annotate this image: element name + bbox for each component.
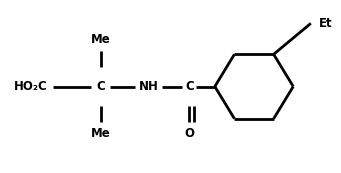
Text: Me: Me xyxy=(91,127,110,140)
Text: Et: Et xyxy=(319,17,332,30)
Text: Me: Me xyxy=(91,33,110,46)
Text: O: O xyxy=(184,127,194,140)
Text: NH: NH xyxy=(138,80,158,93)
Text: HO₂C: HO₂C xyxy=(14,80,47,93)
Text: C: C xyxy=(185,80,194,93)
Text: C: C xyxy=(96,80,105,93)
